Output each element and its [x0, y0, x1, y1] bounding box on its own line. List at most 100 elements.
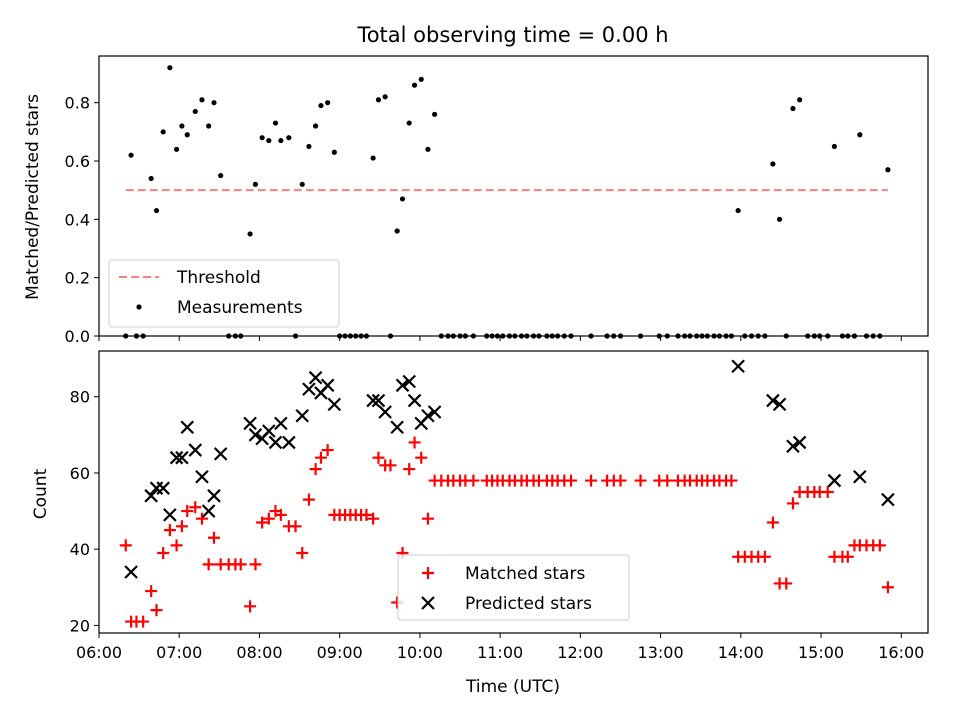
legend-box: [397, 554, 630, 621]
legend: Threshold Measurements: [108, 259, 340, 328]
legend-box: [108, 259, 340, 328]
measurement-point: [199, 97, 205, 103]
matched-star-point: [150, 604, 163, 617]
predicted-star-point: [766, 393, 780, 408]
measurement-point: [313, 123, 319, 129]
matched-star-point: [408, 436, 421, 449]
measurement-point: [272, 120, 279, 126]
axes-frame: [98, 55, 929, 337]
predicted-star-point: [792, 435, 807, 450]
matched-star-point: [780, 577, 793, 590]
measurement-point: [173, 146, 180, 152]
predicted-star-point: [175, 450, 189, 465]
x-tick-label: 16:00: [878, 643, 924, 662]
measurement-point: [382, 94, 388, 100]
x-tick-label: 08:00: [236, 643, 282, 662]
measurement-point: [770, 161, 776, 167]
legend-label-predicted: Predicted stars: [465, 594, 592, 614]
measurement-point: [325, 100, 331, 106]
matched-star-point: [585, 474, 598, 487]
measurement-point: [432, 111, 438, 117]
ratio-panel: 0.0 0.2 0.4 0.6 0.8 Threshold Measurements: [65, 55, 929, 346]
measurement-point: [857, 132, 863, 138]
measurement-point: [167, 65, 173, 71]
measurement-point: [318, 102, 324, 109]
predicted-star-point: [248, 428, 263, 442]
predicted-star-point: [853, 469, 867, 484]
measurement-point: [394, 228, 400, 234]
matched-star-point: [786, 497, 799, 510]
matched-star-point: [207, 531, 220, 544]
matched-star-point: [256, 516, 269, 529]
matched-star-point: [157, 546, 170, 559]
y-tick-label: 0.6: [65, 152, 90, 171]
measurement-point: [278, 137, 284, 144]
measurement-point: [885, 167, 891, 173]
predicted-star-point: [268, 435, 283, 450]
measurement-point: [411, 82, 418, 88]
predicted-star-point: [156, 481, 170, 495]
measurement-point: [299, 181, 305, 187]
matched-star-point: [181, 505, 194, 518]
x-tick-label: 12:00: [557, 643, 603, 662]
matched-star-point: [384, 459, 397, 472]
matched-star-point: [766, 516, 779, 529]
top-y-axis-label: Matched/Predicted stars: [23, 94, 43, 300]
matched-star-point: [841, 550, 854, 563]
legend-matched-swatch: [422, 567, 434, 579]
predicted-star-point: [390, 420, 404, 434]
measurement-point: [425, 146, 431, 152]
matched-star-point: [634, 474, 647, 487]
measurement-point: [418, 76, 424, 82]
predicted-star-point: [188, 443, 203, 457]
predicted-star-point: [772, 397, 787, 412]
predicted-star-point: [274, 416, 288, 431]
matched-star-point: [289, 520, 302, 533]
measurement-point: [211, 100, 217, 106]
predicted-star-point: [402, 374, 416, 389]
x-tick-label: 13:00: [638, 643, 684, 662]
predicted-star-point: [827, 473, 842, 488]
measurement-point: [331, 149, 337, 155]
matched-star-point: [189, 501, 202, 514]
predicted-star-point: [195, 469, 209, 484]
measurement-point: [247, 231, 253, 237]
matched-star-point: [421, 512, 434, 525]
y-tick-label: 0.4: [65, 210, 90, 229]
matched-star-point: [564, 474, 577, 487]
predicted-star-point: [378, 405, 392, 419]
matched-star-point: [314, 451, 327, 464]
predicted-star-point: [786, 439, 800, 454]
predicted-star-point: [243, 416, 257, 431]
measurement-point: [797, 97, 803, 103]
bottom-y-axis-label: Count: [31, 468, 51, 519]
matched-star-point: [244, 600, 257, 613]
legend: Matched stars Predicted stars: [397, 554, 630, 621]
x-tick-label: 14:00: [718, 643, 764, 662]
matched-star-point: [321, 444, 334, 457]
matched-star-point: [137, 615, 150, 628]
y-tick-label: 20: [70, 616, 90, 635]
legend-predicted-swatch: [421, 596, 435, 610]
measurement-point: [790, 105, 796, 112]
predicted-star-point: [371, 393, 386, 408]
measurement-point: [179, 123, 185, 129]
measurement-point: [206, 123, 212, 129]
predicted-star-point: [163, 508, 177, 522]
x-tick-label: 11:00: [477, 643, 523, 662]
measurement-point: [399, 196, 406, 202]
x-tick-label: 09:00: [317, 643, 363, 662]
predicted-star-point: [731, 359, 745, 374]
matched-star-point: [274, 508, 287, 521]
measurement-point: [375, 97, 382, 103]
matched-star-point: [119, 539, 132, 552]
measurement-point: [306, 143, 312, 150]
measurement-point: [192, 108, 198, 115]
y-tick-label: 40: [70, 540, 90, 559]
x-tick-label: 10:00: [397, 643, 443, 662]
x-axis-label: Time (UTC): [465, 677, 560, 697]
measurement-point: [831, 143, 838, 150]
matched-star-point: [360, 508, 373, 521]
predicted-star-point: [201, 504, 216, 518]
